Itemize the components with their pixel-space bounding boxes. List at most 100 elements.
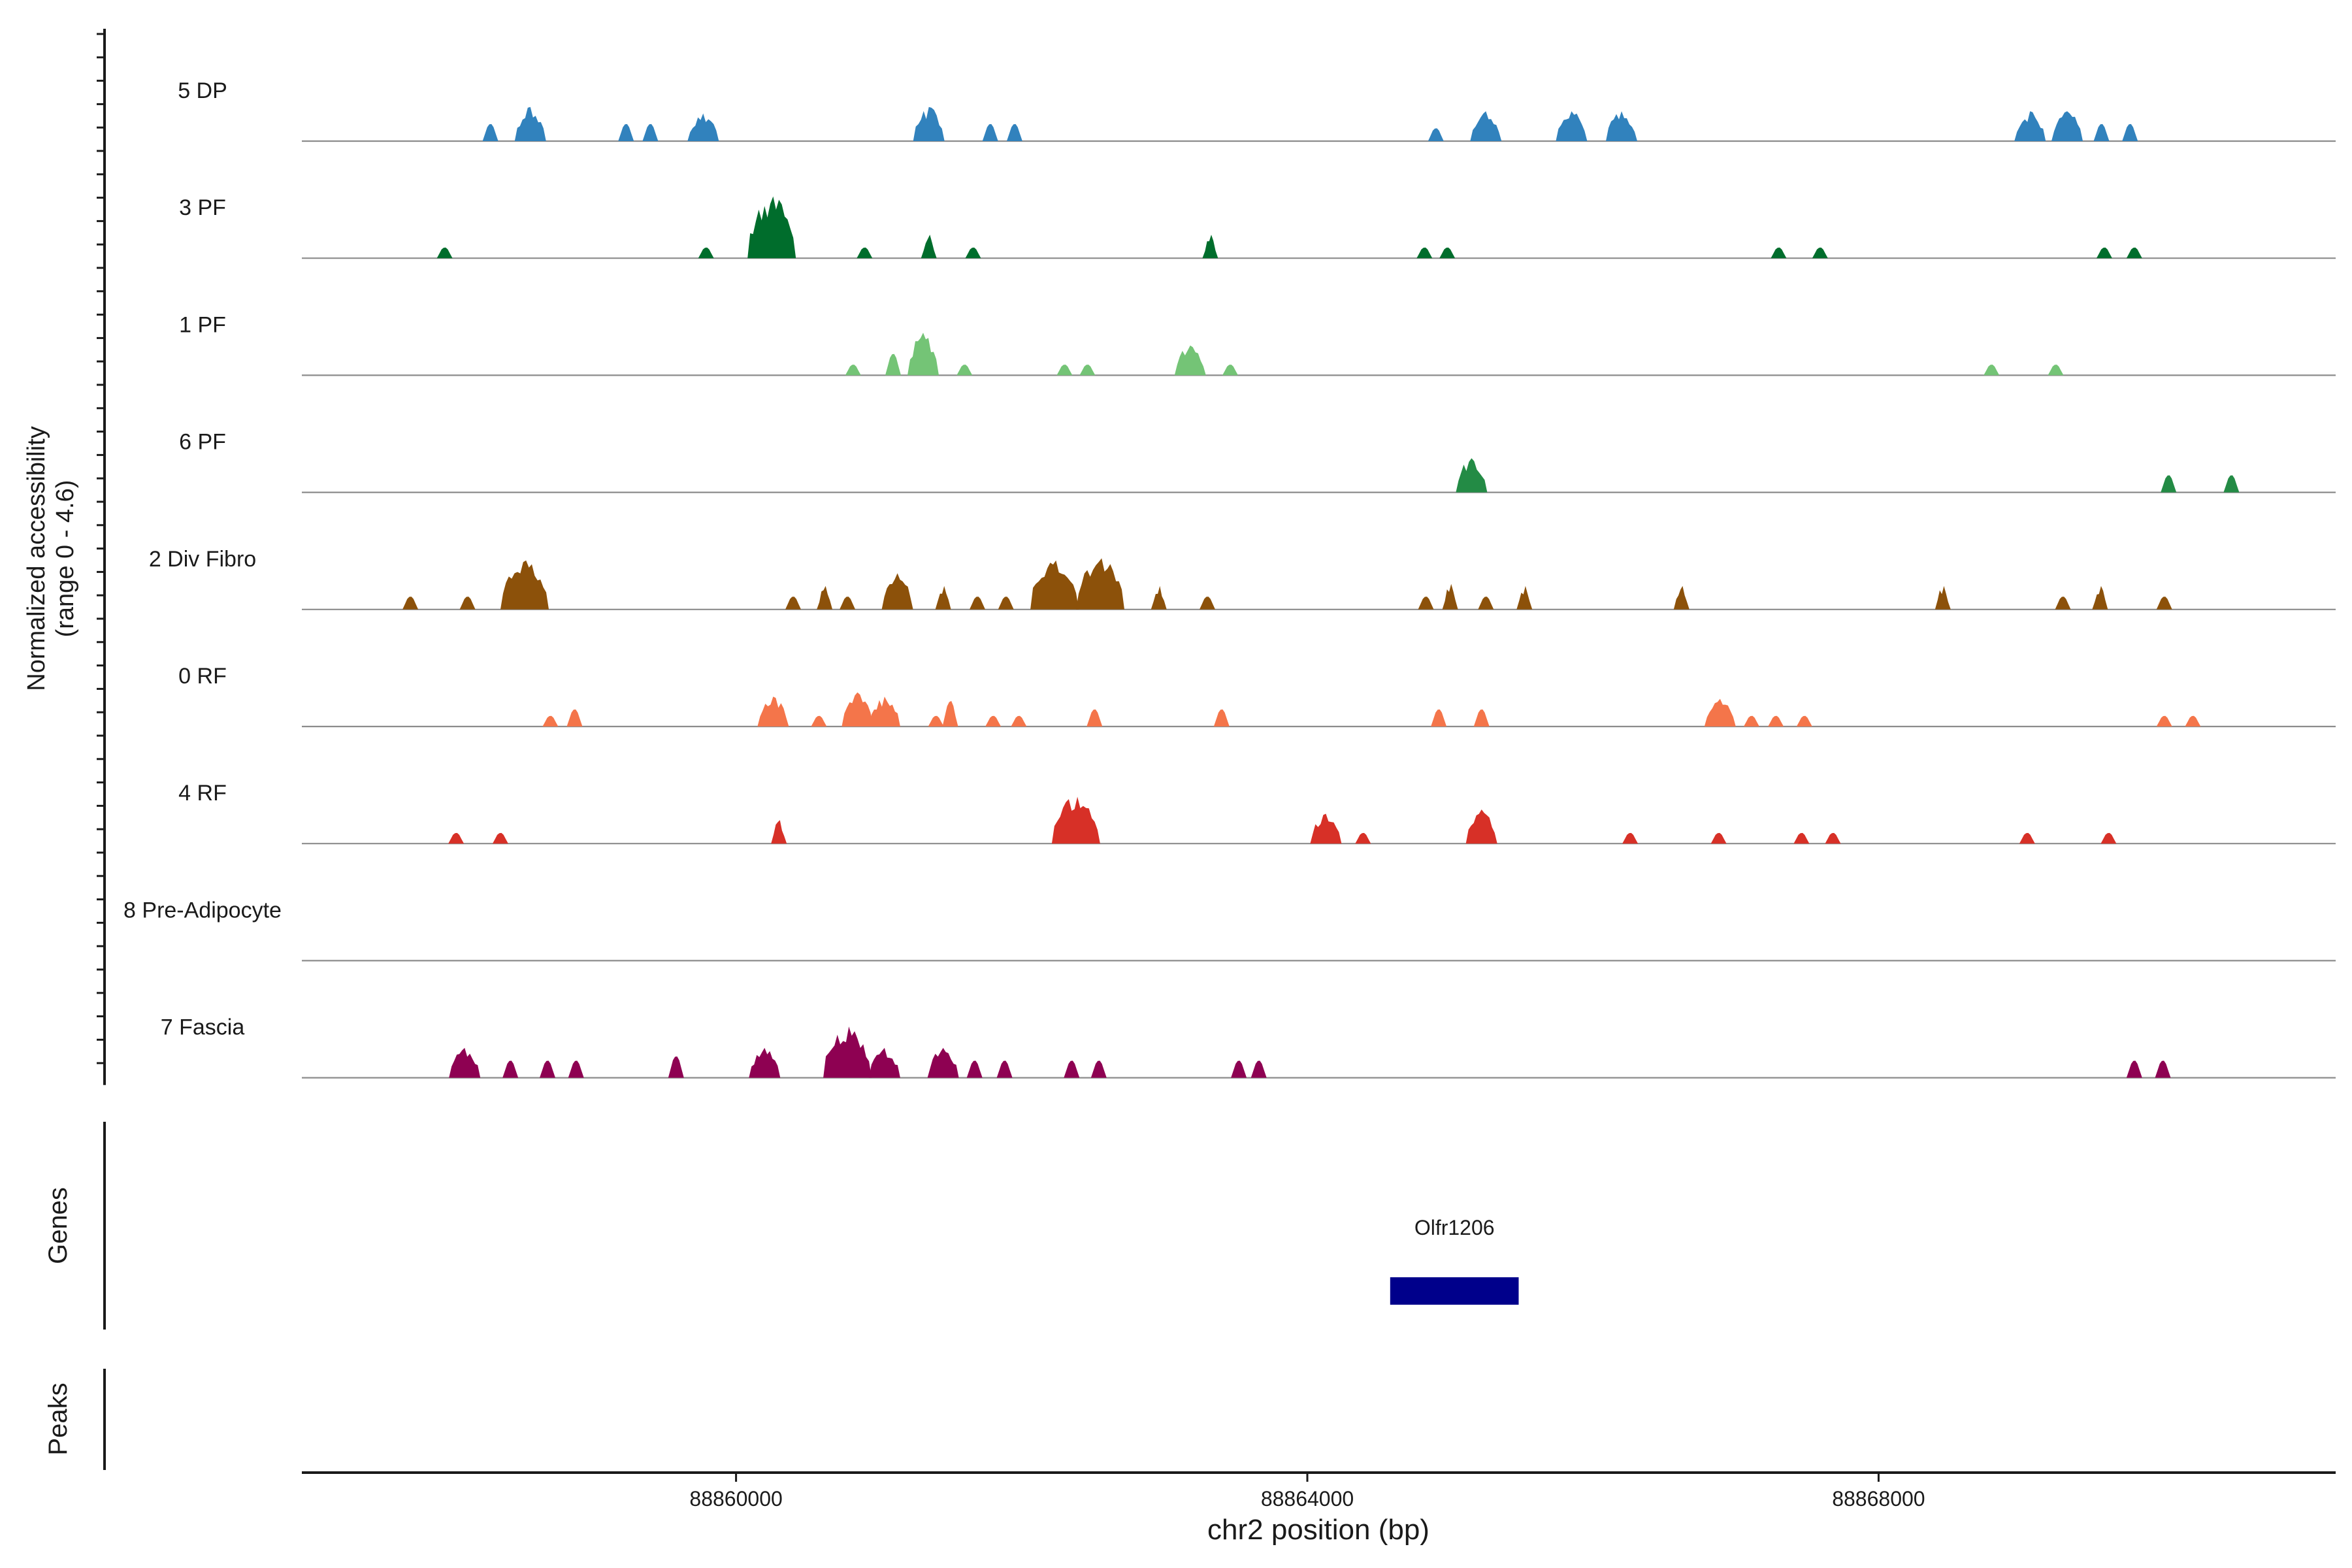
accessibility-peak [540,1060,555,1078]
accessibility-peak [1470,111,1502,141]
accessibility-peak [913,106,945,141]
accessibility-peak [1090,1060,1107,1078]
track-label: 6 PF [179,430,226,455]
accessibility-peak [402,596,419,610]
track-label: 5 DP [178,78,227,103]
accessibility-peak [1465,809,1497,844]
accessibility-peak [985,715,1002,727]
accessibility-peak [996,1060,1013,1078]
accessibility-peak [1231,1060,1247,1078]
accessibility-peak [1222,365,1238,376]
accessibility-peak [956,365,973,376]
accessibility-peak [1431,709,1447,727]
x-tick-label: 88864000 [1261,1487,1354,1511]
accessibility-peak [2122,123,2138,141]
accessibility-peak [1250,1060,1267,1078]
accessibility-peak [2092,585,2108,610]
accessibility-peak [868,1047,900,1078]
accessibility-peak [1812,247,1828,259]
accessibility-peak [500,560,549,610]
accessibility-peak [817,585,833,610]
accessibility-peak [1796,715,1812,727]
accessibility-peak [1439,247,1456,259]
y-axis-range-label: (range 0 - 4.6) [52,480,79,638]
accessibility-peak [1416,247,1433,259]
accessibility-peak [2223,475,2240,493]
accessibility-peak [921,235,937,259]
accessibility-peak [1310,813,1342,844]
accessibility-peak [2185,715,2201,727]
accessibility-peak [1478,596,1494,610]
accessibility-peak [935,585,951,610]
accessibility-peak [436,247,453,259]
accessibility-peak [885,353,901,376]
accessibility-peak [1473,709,1490,727]
x-axis-ticks: 88860000 88864000 88868000 [689,1473,1925,1511]
accessibility-peak [982,123,998,141]
accessibility-peak [841,692,874,727]
accessibility-peak [1710,832,1727,844]
accessibility-peak [448,832,465,844]
accessibility-peak [1056,365,1073,376]
accessibility-peak [1556,111,1588,141]
accessibility-peak [459,596,476,610]
peaks-label: Peaks [44,1382,73,1455]
accessibility-peak [965,247,981,259]
accessibility-peak [845,365,861,376]
accessibility-peak [749,1047,781,1078]
accessibility-peak [2055,596,2071,610]
accessibility-peak [928,715,944,727]
accessibility-peak [1984,365,2000,376]
track-0-rf: 0 RF [178,664,2336,728]
accessibility-peak [1516,585,1533,610]
genes-label: Genes [44,1187,73,1264]
accessibility-peak [2156,596,2172,610]
accessibility-peak [1086,709,1103,727]
accessibility-peak [2093,123,2110,141]
accessibility-peak [2014,111,2046,141]
accessibility-peak [2100,832,2117,844]
accessibility-peak [757,696,789,727]
accessibility-peak [1076,558,1124,610]
accessibility-peak [868,696,900,727]
track-label: 0 RF [178,664,227,689]
accessibility-peak [1079,365,1096,376]
accessibility-peak [785,596,801,610]
track-5-dp: 5 DP [178,78,2336,142]
accessibility-peak [2156,715,2172,727]
track-label: 7 Fascia [161,1015,245,1040]
accessibility-peak [1174,345,1206,376]
accessibility-peak [1825,832,1841,844]
track-8-pre-adipocyte: 8 Pre-Adipocyte [123,898,2336,962]
accessibility-peak [514,106,546,141]
accessibility-peak [1673,585,1690,610]
accessibility-peak [1793,832,1810,844]
accessibility-peak [2051,111,2083,141]
accessibility-peak [966,1060,983,1078]
track-label: 8 Pre-Adipocyte [123,898,282,923]
accessibility-peak [2019,832,2035,844]
accessibility-peak [492,832,508,844]
accessibility-peak [857,247,873,259]
accessibility-peak [1606,111,1637,141]
accessibility-peak [1768,715,1784,727]
accessibility-peak [1743,715,1759,727]
track-1-pf: 1 PF [179,312,2336,376]
accessibility-peak [907,333,939,376]
accessibility-peak [2126,1060,2142,1078]
accessibility-peak [747,196,796,259]
accessibility-peak [1213,709,1230,727]
accessibility-peak [1935,585,1951,610]
accessibility-peak [1202,235,1218,259]
gene-body-olfr1206 [1390,1277,1519,1305]
accessibility-peak [998,596,1014,610]
accessibility-peak [642,123,659,141]
accessibility-peak [566,709,583,727]
accessibility-peak [502,1060,519,1078]
accessibility-peak [482,123,498,141]
accessibility-peak [542,715,559,727]
accessibility-peak [618,123,634,141]
accessibility-peak [1622,832,1639,844]
x-tick-label: 88868000 [1832,1487,1925,1511]
accessibility-peak [1151,585,1167,610]
